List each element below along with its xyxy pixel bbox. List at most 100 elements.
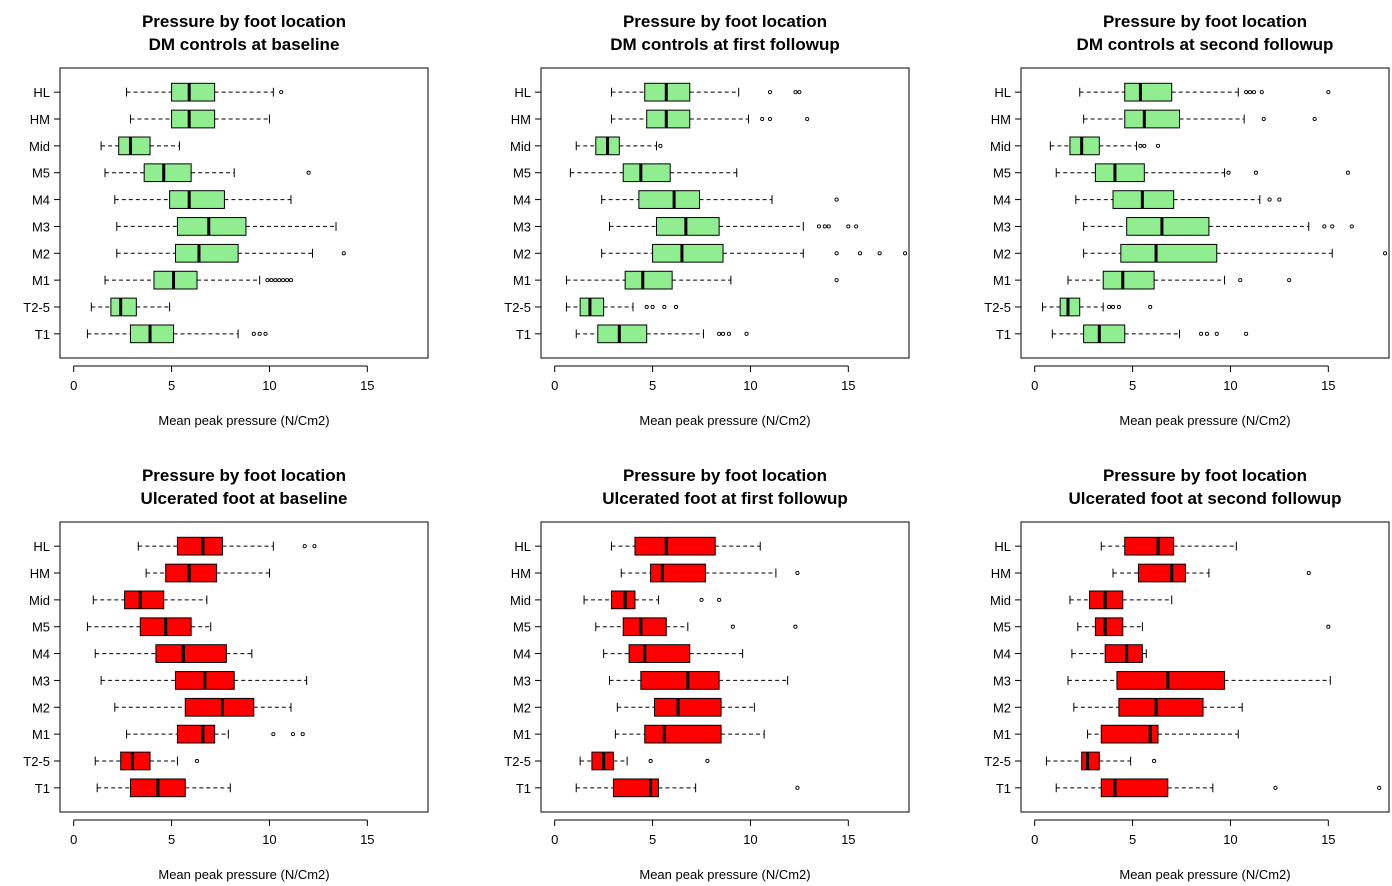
iqr-box <box>1120 243 1218 263</box>
box-M2 <box>116 243 346 263</box>
category-label: HM <box>511 112 531 127</box>
outlier-point <box>650 304 655 310</box>
iqr-box <box>597 324 648 344</box>
category-label: M5 <box>32 166 50 181</box>
x-tick-label: 5 <box>168 378 175 393</box>
outlier-point <box>1261 116 1266 122</box>
outlier-point <box>1148 304 1153 310</box>
box-HM <box>1083 109 1317 129</box>
box-M3 <box>609 217 859 236</box>
category-label: T2-5 <box>984 300 1011 315</box>
box-HL <box>137 536 317 556</box>
chart-title: DM controls at first followup <box>610 35 840 54</box>
iqr-box <box>1124 109 1181 129</box>
category-label: T1 <box>35 781 50 796</box>
category-label: M4 <box>513 647 531 662</box>
iqr-box <box>652 243 724 263</box>
outlier-point <box>795 785 800 790</box>
outlier-point <box>793 624 798 629</box>
x-tick-label: 0 <box>70 378 77 393</box>
category-label: HL <box>514 85 531 100</box>
outlier-point <box>1277 197 1282 202</box>
iqr-box <box>650 563 706 583</box>
box-HL <box>1100 536 1237 556</box>
iqr-box <box>634 536 716 556</box>
outlier-point <box>797 90 802 95</box>
chart-title: DM controls at second followup <box>1077 35 1334 54</box>
category-label: M4 <box>993 647 1011 662</box>
category-label: HL <box>33 85 50 100</box>
outlier-point <box>854 224 859 229</box>
box-M1 <box>1087 724 1239 744</box>
outlier-point <box>858 251 863 256</box>
outlier-point <box>1306 570 1311 576</box>
outlier-point <box>822 224 827 229</box>
category-label: M4 <box>513 193 531 208</box>
category-label: T2-5 <box>984 754 1011 769</box>
category-label: T1 <box>996 327 1011 342</box>
outlier-point <box>1377 785 1382 790</box>
box-HL <box>610 82 802 102</box>
chart-title: Pressure by foot location <box>623 466 827 485</box>
outlier-point <box>744 331 749 336</box>
x-axis-label: Mean peak pressure (N/Cm2) <box>1119 413 1290 428</box>
iqr-box <box>612 778 659 798</box>
plot-frame <box>1020 521 1390 813</box>
iqr-box <box>1126 217 1210 236</box>
box-Mid <box>1069 590 1173 610</box>
outlier-point <box>644 304 649 310</box>
iqr-box <box>1094 163 1145 183</box>
box-T2-5 <box>1045 751 1157 771</box>
outlier-point <box>662 304 667 310</box>
chart-title: DM controls at baseline <box>149 35 340 54</box>
box-M2 <box>1083 243 1388 263</box>
box-M5 <box>104 163 311 183</box>
x-tick-label: 15 <box>1321 832 1335 847</box>
outlier-point <box>717 597 722 602</box>
x-tick-label: 5 <box>168 832 175 847</box>
category-label: M1 <box>993 273 1011 288</box>
iqr-box <box>628 644 691 663</box>
box-T1 <box>96 778 231 798</box>
category-label: M3 <box>32 673 50 688</box>
outlier-point <box>312 544 317 549</box>
box-T2-5 <box>1042 297 1153 317</box>
box-T1 <box>1055 778 1382 798</box>
outlier-point <box>281 278 286 283</box>
outlier-point <box>1214 331 1219 336</box>
x-axis-label: Mean peak pressure (N/Cm2) <box>158 413 329 428</box>
outlier-point <box>1326 624 1331 629</box>
x-tick-label: 10 <box>262 378 276 393</box>
category-label: M1 <box>993 727 1011 742</box>
category-label: M3 <box>513 219 531 234</box>
iqr-box <box>124 590 165 610</box>
iqr-box <box>155 644 227 663</box>
outlier-point <box>1349 224 1354 229</box>
outlier-point <box>290 732 295 737</box>
category-label: HM <box>30 112 50 127</box>
box-M2 <box>616 697 755 717</box>
chart-title: Pressure by foot location <box>1103 12 1307 31</box>
box-T2-5 <box>94 751 200 771</box>
outlier-point <box>277 278 282 283</box>
x-axis-label: Mean peak pressure (N/Cm2) <box>1119 867 1290 882</box>
box-HM <box>620 563 800 583</box>
x-tick-label: 5 <box>649 378 656 393</box>
box-M5 <box>1077 617 1331 637</box>
box-M2 <box>114 697 292 717</box>
outlier-point <box>257 331 262 336</box>
outlier-point <box>1383 251 1388 256</box>
outlier-point <box>658 143 663 148</box>
category-label: M5 <box>993 166 1011 181</box>
chart-title: Ulcerated foot at first followup <box>602 489 848 508</box>
outlier-point <box>826 224 831 229</box>
category-label: M5 <box>513 166 531 181</box>
outlier-point <box>1287 278 1292 283</box>
category-label: T1 <box>516 781 531 796</box>
box-M4 <box>114 190 292 209</box>
iqr-box <box>622 617 667 637</box>
category-label: Mid <box>990 593 1011 608</box>
plot-frame <box>540 67 910 359</box>
box-HM <box>129 109 270 129</box>
box-M1 <box>1067 270 1292 290</box>
